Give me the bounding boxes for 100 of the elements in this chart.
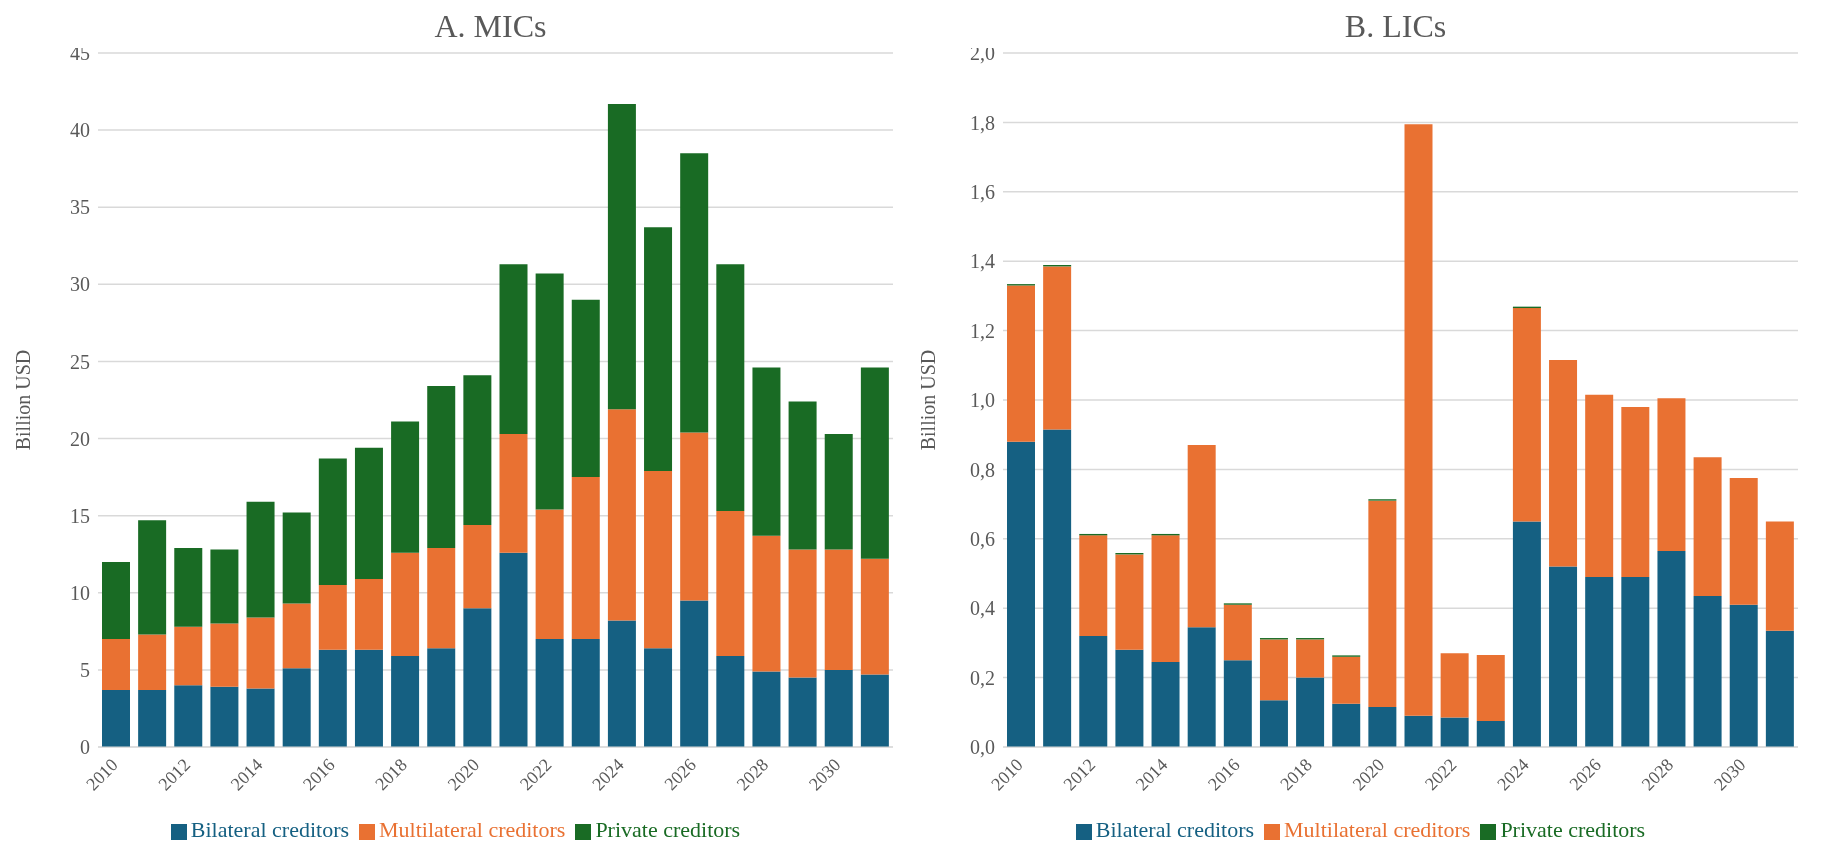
bar — [1657, 550, 1686, 747]
bar — [607, 103, 636, 410]
bar — [1368, 707, 1397, 747]
bar — [1187, 627, 1216, 747]
bar — [1332, 656, 1361, 704]
bar — [391, 656, 420, 747]
bar — [1404, 715, 1433, 747]
bar — [1693, 596, 1722, 747]
legend-label: Multilateral creditors — [1284, 817, 1471, 842]
bar — [824, 669, 853, 747]
legend-label: Private creditors — [595, 817, 741, 842]
bar — [1404, 124, 1433, 716]
bar — [535, 639, 564, 747]
bar — [1079, 535, 1108, 636]
bar — [499, 433, 528, 553]
legend-label: Private creditors — [1500, 817, 1646, 842]
y-axis-title: Billion USD — [12, 349, 35, 451]
bar — [1007, 441, 1035, 747]
bar — [282, 512, 311, 604]
bar — [680, 153, 709, 433]
y-tick-label: 20 — [70, 427, 90, 450]
bar — [174, 626, 203, 686]
bar — [246, 501, 275, 618]
bar — [1368, 500, 1397, 708]
bar — [1043, 266, 1072, 430]
y-tick-label: 1,8 — [970, 111, 995, 134]
bar — [1151, 535, 1180, 662]
bar — [788, 677, 817, 747]
y-tick-label: 0,6 — [970, 527, 995, 550]
bar — [427, 386, 456, 549]
bar — [1765, 630, 1794, 747]
bar — [246, 617, 275, 689]
bar — [499, 552, 528, 747]
bar — [391, 421, 420, 553]
bar — [716, 511, 745, 657]
bar — [1115, 649, 1144, 747]
bar — [174, 685, 203, 747]
y-tick-label: 0 — [80, 736, 90, 759]
bar — [716, 656, 745, 747]
bar — [102, 689, 130, 747]
bar — [354, 578, 383, 650]
bar — [1259, 700, 1288, 747]
y-tick-label: 0,8 — [970, 458, 995, 481]
bar — [138, 634, 167, 690]
bar — [860, 367, 889, 559]
y-tick-label: 10 — [70, 581, 90, 604]
bar — [644, 470, 673, 649]
bar — [1476, 720, 1505, 747]
bar — [210, 686, 239, 747]
bar — [1657, 398, 1686, 551]
y-tick-label: 40 — [70, 119, 90, 142]
bar — [1512, 521, 1541, 747]
bar — [1223, 604, 1252, 661]
bar — [1621, 576, 1650, 747]
bar — [1007, 285, 1035, 442]
bar — [860, 558, 889, 675]
y-tick-label: 30 — [70, 273, 90, 296]
y-tick-label: 5 — [80, 658, 90, 681]
bar — [1549, 360, 1578, 567]
bar — [463, 524, 492, 609]
bar — [1296, 677, 1325, 747]
bar — [752, 367, 781, 536]
bar — [282, 668, 311, 747]
bar — [824, 433, 853, 550]
bar — [860, 674, 889, 747]
bar — [210, 623, 239, 687]
bar — [102, 561, 130, 640]
bar — [644, 648, 673, 747]
bar — [824, 549, 853, 670]
legend-label: Bilateral creditors — [1095, 817, 1255, 842]
bar — [1151, 661, 1180, 747]
bar — [246, 688, 275, 747]
bar — [1621, 406, 1650, 577]
y-tick-label: 0,4 — [970, 597, 995, 620]
bar — [1187, 445, 1216, 628]
bar — [680, 600, 709, 747]
bar — [318, 458, 347, 586]
legend-label: Bilateral creditors — [190, 817, 350, 842]
bar — [210, 549, 239, 624]
bar — [102, 639, 130, 690]
bar — [282, 603, 311, 669]
bar — [427, 548, 456, 649]
y-tick-label: 1,0 — [970, 389, 995, 412]
bar — [1223, 660, 1252, 747]
bar — [463, 375, 492, 525]
bar — [571, 299, 600, 478]
bar — [788, 401, 817, 550]
bar — [138, 689, 167, 747]
bar — [463, 608, 492, 747]
bar — [607, 409, 636, 621]
bar — [1476, 655, 1505, 721]
bar — [1440, 653, 1469, 718]
y-tick-label: 1,2 — [970, 319, 995, 342]
bar — [174, 548, 203, 627]
bar — [1729, 478, 1758, 605]
bar — [752, 671, 781, 747]
bar — [644, 227, 673, 471]
bar — [1043, 429, 1072, 747]
bar — [571, 639, 600, 747]
bar — [354, 649, 383, 747]
